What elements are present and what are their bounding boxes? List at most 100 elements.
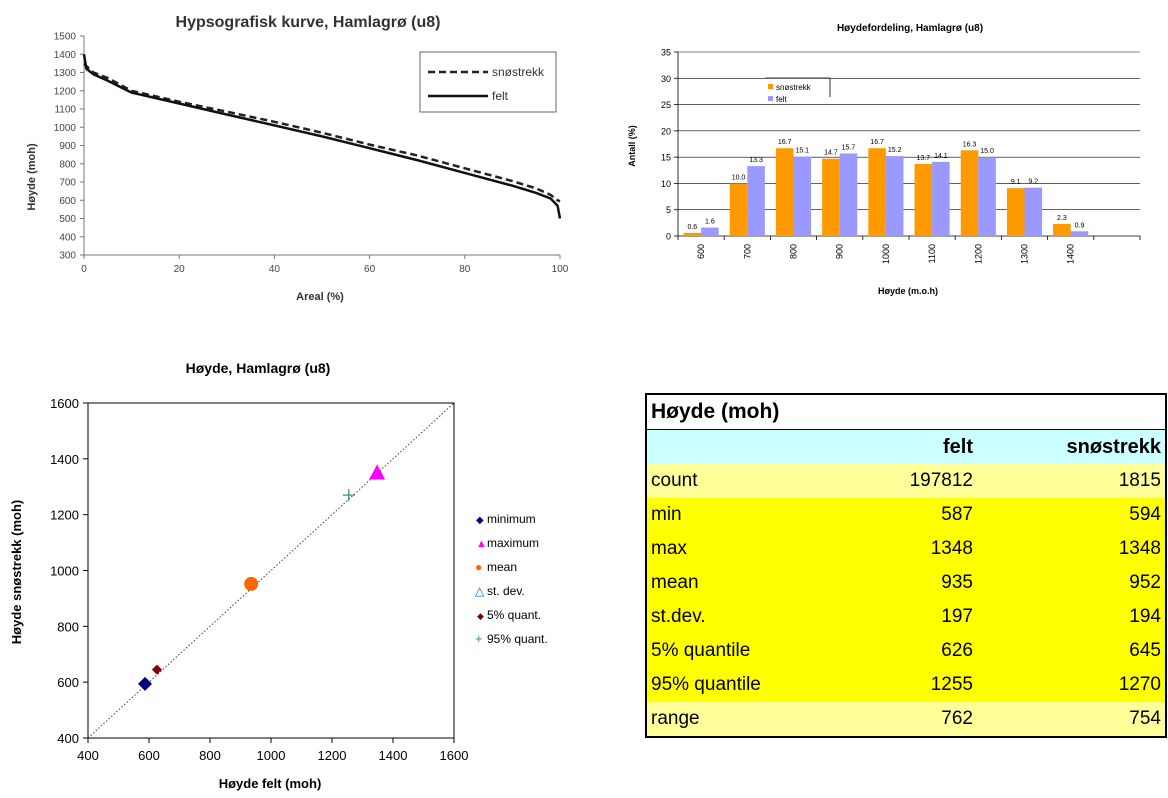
chart-title: Høyde, Hamlagrø (u8)	[186, 360, 331, 376]
table-title: Høyde (moh)	[646, 394, 1166, 430]
bar-felt	[1024, 187, 1043, 236]
chart-title: Hypsografisk kurve, Hamlagrø (u8)	[176, 14, 441, 31]
y-tick-label: 700	[59, 178, 76, 189]
y-tick-label: 800	[57, 619, 79, 634]
table-cell: 95% quantile	[646, 668, 851, 702]
series-line-snostrekk	[83, 62, 561, 203]
bar-felt	[1070, 231, 1089, 236]
data-label: 1.6	[705, 219, 715, 226]
point-5-quantile	[151, 664, 162, 675]
legend-label-minimum: minimum	[487, 512, 536, 526]
data-label: 15.7	[842, 144, 856, 151]
legend-label-felt: felt	[776, 95, 787, 104]
x-tick-label: 1400	[379, 748, 408, 763]
x-tick-label: 1000	[881, 244, 891, 264]
reference-line	[87, 402, 455, 739]
table-cell: range	[646, 702, 851, 737]
table-header-cell: felt	[851, 429, 977, 464]
table-row: count 197812 1815	[646, 464, 1166, 498]
y-tick-label: 1200	[54, 86, 77, 97]
y-tick-label: 600	[59, 196, 76, 207]
legend-label-mean: mean	[487, 560, 517, 574]
y-tick-label: 20	[661, 126, 671, 136]
table-cell: 626	[851, 634, 977, 668]
bar-felt	[701, 227, 719, 236]
table-cell: 197	[851, 600, 977, 634]
bar-felt	[839, 153, 858, 236]
table-cell: 1348	[977, 532, 1166, 566]
y-tick-label: 10	[661, 179, 671, 189]
height-distribution-chart: Høydefordeling, Hamlagrø (u8) Høyde (m.o…	[627, 23, 1141, 296]
x-tick-label: 100	[552, 264, 569, 275]
x-tick-label: 1600	[440, 748, 469, 763]
bar-snostrekk	[683, 232, 702, 236]
table-row: 5% quantile 626 645	[646, 634, 1166, 668]
table-cell: mean	[646, 566, 851, 600]
legend-marker-mean: ●	[475, 560, 482, 574]
legend-marker-minimum: ◆	[476, 515, 484, 526]
y-tick-label: 15	[661, 153, 671, 163]
x-tick-label: 900	[835, 244, 845, 259]
x-axis-label: Areal (%)	[296, 291, 344, 303]
y-tick-label: 1200	[50, 508, 79, 523]
bar-snostrekk	[775, 148, 794, 236]
bar-snostrekk	[1053, 223, 1071, 236]
table-header-row: felt snøstrekk	[646, 429, 1166, 464]
table-cell: 645	[977, 634, 1166, 668]
table-cell: 587	[851, 498, 977, 532]
table-cell: st.dev.	[646, 600, 851, 634]
y-tick-label: 400	[59, 232, 76, 243]
table-cell: 5% quantile	[646, 634, 851, 668]
y-tick-label: 1000	[50, 564, 79, 579]
y-axis-label: Høyde (moh)	[26, 143, 38, 211]
legend-label-snostrekk: snøstrekk	[492, 65, 545, 79]
legend-label-snostrekk: snøstrekk	[776, 83, 812, 92]
legend-label-maximum: maximum	[487, 536, 539, 550]
x-tick-label: 0	[81, 264, 87, 275]
series-line-felt	[82, 54, 562, 219]
chart-legend: snøstrekk felt	[419, 51, 557, 113]
chart-legend: ◆ minimum ▲ maximum ● mean △ st. dev. ◆ …	[475, 512, 548, 646]
data-label: 9.1	[1011, 179, 1021, 186]
table-cell: 197812	[851, 464, 977, 498]
data-label: 2.3	[1057, 215, 1067, 222]
table-row: mean 935 952	[646, 566, 1166, 600]
legend-marker-stdev: △	[475, 584, 485, 598]
bar-snostrekk	[914, 163, 933, 236]
bar-snostrekk	[729, 183, 748, 236]
table-cell: 762	[851, 702, 977, 737]
height-statistics-table: Høyde (moh) felt snøstrekk count 197812 …	[645, 393, 1167, 738]
data-label: 13.7	[917, 155, 931, 162]
y-tick-label: 30	[661, 74, 671, 84]
x-tick-label: 1200	[973, 244, 983, 264]
legend-label-q95: 95% quant.	[487, 632, 548, 646]
legend-label-stdev: st. dev.	[487, 584, 525, 598]
bar-felt	[747, 166, 765, 236]
legend-marker-q5: ◆	[477, 611, 484, 621]
y-tick-label: 1400	[54, 50, 77, 61]
y-tick-label: 1000	[54, 123, 77, 134]
table-header-cell	[646, 429, 851, 464]
hypsographic-curve-chart: Hypsografisk kurve, Hamlagrø (u8) Areal …	[26, 14, 569, 303]
data-label: 14.1	[934, 153, 948, 160]
legend-box	[419, 51, 557, 113]
x-tick-label: 1300	[1020, 244, 1030, 264]
x-tick-label: 40	[269, 264, 281, 275]
data-label: 16.7	[870, 139, 884, 146]
x-axis-label: Høyde felt (moh)	[219, 776, 322, 791]
data-label: 15.1	[795, 148, 809, 155]
data-label: 15.0	[980, 148, 994, 155]
y-tick-label: 900	[59, 141, 76, 152]
table-cell: 935	[851, 566, 977, 600]
bar-felt	[978, 157, 996, 236]
x-axis-label: Høyde (m.o.h)	[878, 286, 938, 296]
table-cell: 594	[977, 498, 1166, 532]
y-tick-label: 400	[57, 731, 79, 746]
y-tick-label: 5	[666, 205, 671, 215]
legend-swatch-snostrekk	[768, 84, 773, 89]
x-tick-label: 700	[742, 244, 752, 259]
x-tick-label: 1100	[927, 244, 937, 263]
x-tick-label: 800	[789, 244, 799, 259]
table-cell: 754	[977, 702, 1166, 737]
legend-marker-q95: +	[475, 631, 483, 646]
